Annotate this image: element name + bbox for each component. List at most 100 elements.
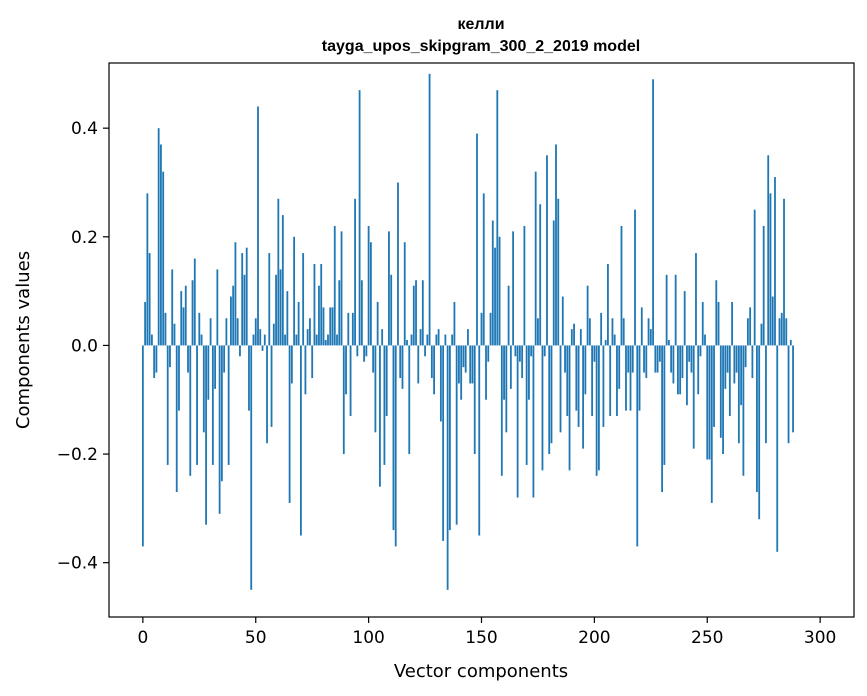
y-tick-label: −0.4 — [57, 554, 98, 574]
bar — [697, 345, 700, 395]
bar — [241, 253, 244, 346]
bar — [476, 133, 478, 346]
bar — [365, 345, 368, 357]
bar — [189, 345, 192, 476]
bar — [634, 209, 636, 346]
bar — [618, 345, 621, 389]
bar — [180, 291, 183, 346]
bar — [597, 345, 600, 471]
bar — [717, 301, 720, 346]
bar — [521, 345, 524, 379]
bar — [518, 345, 521, 362]
bar — [467, 329, 469, 346]
bar — [275, 274, 277, 346]
bar — [252, 334, 255, 346]
bar — [611, 318, 614, 346]
bar — [232, 285, 235, 346]
bar — [196, 345, 198, 465]
bar — [279, 269, 282, 346]
bar — [205, 345, 207, 525]
bar — [385, 345, 388, 417]
bar — [311, 345, 314, 379]
bar — [155, 345, 158, 373]
bar — [622, 318, 625, 346]
bar — [223, 345, 226, 373]
bar — [327, 334, 329, 346]
bar — [367, 225, 370, 346]
bar — [288, 345, 291, 503]
bar — [557, 198, 560, 346]
y-tick-label: 0.2 — [71, 228, 98, 248]
bar — [175, 345, 178, 493]
bar — [230, 296, 232, 346]
bar — [261, 345, 264, 351]
bar — [645, 345, 648, 379]
bar — [182, 307, 185, 346]
bar — [647, 318, 650, 346]
bar — [548, 345, 551, 455]
bar — [762, 225, 765, 346]
bar — [699, 345, 702, 357]
bar — [568, 345, 571, 471]
bar — [458, 345, 460, 384]
bar — [254, 318, 257, 346]
bar — [236, 318, 239, 346]
bar — [532, 345, 535, 498]
bar — [728, 345, 731, 417]
x-axis-label: Vector components — [394, 661, 568, 682]
bar — [150, 334, 153, 346]
bar — [342, 345, 345, 455]
bar — [218, 345, 221, 514]
bar — [338, 280, 341, 346]
bar — [616, 345, 618, 417]
bar — [428, 73, 431, 346]
bar — [290, 345, 293, 384]
bar — [733, 345, 736, 384]
bar — [665, 274, 668, 346]
bar — [164, 312, 167, 346]
bar — [607, 263, 609, 346]
bar — [141, 345, 144, 547]
bar — [277, 198, 280, 346]
bar — [397, 182, 399, 346]
bar — [640, 307, 643, 346]
bar — [333, 225, 336, 346]
bar — [740, 345, 743, 406]
bar — [756, 345, 758, 493]
bar — [742, 345, 745, 476]
bar — [257, 106, 259, 346]
bar — [737, 345, 740, 444]
bar — [523, 225, 526, 346]
bar — [184, 285, 187, 346]
bar — [401, 345, 404, 389]
bar — [677, 345, 679, 395]
bar — [455, 345, 458, 525]
bar — [602, 345, 605, 427]
y-tick-label: 0.4 — [71, 119, 98, 139]
bar — [270, 345, 273, 427]
x-tick-label: 150 — [465, 628, 497, 648]
bar — [758, 345, 761, 520]
y-tick-label: 0.0 — [71, 336, 98, 356]
bar — [245, 247, 248, 346]
bar — [690, 345, 693, 373]
bar — [281, 215, 284, 346]
bar — [543, 345, 546, 357]
bar — [293, 236, 296, 346]
bar — [369, 242, 372, 346]
bar — [173, 323, 176, 346]
bar — [433, 345, 435, 395]
bar — [715, 280, 718, 346]
bar — [315, 334, 318, 346]
bar — [792, 345, 794, 433]
bar — [674, 274, 677, 346]
bar — [187, 345, 189, 373]
bar — [564, 345, 566, 373]
bar — [713, 345, 715, 427]
bar — [424, 345, 426, 357]
bar — [686, 345, 688, 406]
bar — [670, 345, 673, 373]
bar — [667, 340, 670, 346]
bar — [216, 269, 219, 346]
